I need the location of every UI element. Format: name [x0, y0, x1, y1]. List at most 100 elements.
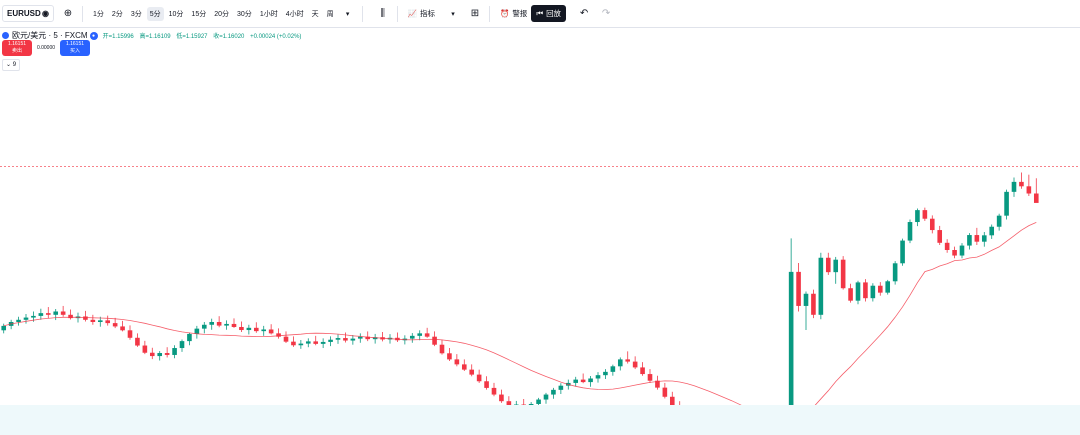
- legend-ohlc: 开=1.15996 高=1.16109 低=1.15927 收=1.16020 …: [103, 31, 306, 40]
- interval-option[interactable]: 天: [311, 10, 319, 18]
- candles-icon[interactable]: ⫼: [380, 8, 385, 19]
- candle: [922, 207, 928, 221]
- interval-option[interactable]: 15分: [191, 10, 207, 18]
- replay-button[interactable]: ⏮ 回放: [531, 5, 567, 22]
- alert-button[interactable]: ⏰ 警报: [496, 6, 531, 21]
- candle: [1011, 177, 1017, 197]
- candle-body: [915, 210, 920, 223]
- candle: [863, 279, 868, 302]
- interval-option[interactable]: 周: [326, 10, 334, 18]
- interval-option[interactable]: 1小时: [259, 10, 278, 18]
- candle: [855, 280, 861, 305]
- candle: [974, 227, 980, 246]
- candle: [1033, 178, 1039, 203]
- candles: [1, 172, 1039, 435]
- eye-icon[interactable]: ◉: [42, 9, 49, 18]
- sell-button[interactable]: 1.16151 卖出: [2, 40, 32, 56]
- redo-icon[interactable]: ↷: [601, 8, 611, 19]
- candle-body: [320, 341, 326, 344]
- candle-body: [1004, 191, 1009, 216]
- candle: [981, 232, 987, 247]
- candle-body: [194, 328, 200, 334]
- indicator-count: 9: [12, 62, 17, 68]
- candle-body: [343, 338, 348, 341]
- candle-body: [818, 257, 824, 315]
- candle: [395, 332, 400, 342]
- candle-body: [201, 324, 207, 329]
- candle-body: [357, 336, 363, 339]
- candle-body: [803, 293, 809, 306]
- indicator-collapse-toggle[interactable]: ⌄ 9: [2, 59, 21, 71]
- alarm-icon: ⏰: [499, 9, 510, 18]
- candle-body: [833, 259, 839, 273]
- candle-body: [239, 326, 244, 331]
- candle-body: [365, 336, 371, 340]
- candle: [929, 215, 935, 234]
- candle: [201, 322, 207, 334]
- candle: [595, 372, 601, 383]
- candle-body: [1026, 186, 1032, 194]
- candle: [833, 256, 839, 284]
- candle-body: [187, 333, 192, 342]
- interval-option[interactable]: 4小时: [285, 10, 304, 18]
- undo-icon[interactable]: ↶: [579, 8, 589, 19]
- candle: [142, 340, 148, 355]
- candle: [662, 382, 668, 399]
- candle-body: [268, 329, 274, 334]
- candle: [900, 238, 905, 266]
- candle-body: [885, 281, 891, 293]
- interval-option[interactable]: 20分: [214, 10, 230, 18]
- candle-body: [469, 369, 475, 375]
- candle: [313, 335, 319, 346]
- interval-option[interactable]: 30分: [237, 10, 252, 18]
- buy-button[interactable]: 1.16151 买入: [60, 40, 90, 56]
- legend-low: 低=1.15927: [176, 34, 208, 40]
- interval-option[interactable]: 3分: [130, 10, 142, 18]
- indicators-button[interactable]: 📈 指标: [404, 6, 439, 21]
- candle: [365, 331, 371, 342]
- candle: [283, 331, 289, 344]
- candle: [172, 345, 177, 359]
- candle: [610, 364, 616, 376]
- chevron-down-icon[interactable]: ▾: [451, 10, 455, 18]
- candle-body: [558, 385, 564, 390]
- candle-body: [632, 361, 638, 368]
- candle-body: [112, 323, 118, 327]
- templates-icon[interactable]: ⊞: [470, 8, 480, 19]
- plus-circle-icon[interactable]: ⊕: [63, 8, 73, 19]
- candle-body: [907, 222, 913, 241]
- candle: [350, 335, 356, 345]
- candle-body: [967, 235, 972, 246]
- buy-label: 买入: [69, 48, 80, 54]
- candle-body: [1033, 193, 1039, 203]
- candle-body: [640, 367, 645, 375]
- candle: [825, 252, 831, 275]
- candle-body: [253, 327, 259, 332]
- interval-option[interactable]: 1分: [93, 10, 104, 18]
- candle-body: [996, 215, 1002, 227]
- candle: [439, 339, 445, 355]
- chart-legend: 欧元/美元 · 5 · FXCM ● 开=1.15996 高=1.16109 低…: [2, 30, 305, 41]
- candle-body: [900, 240, 905, 264]
- candle-body: [647, 374, 653, 381]
- candle: [53, 308, 59, 321]
- candle-body: [16, 319, 21, 322]
- candle-body: [543, 394, 549, 400]
- candle: [1019, 172, 1024, 189]
- interval-option[interactable]: 10分: [168, 10, 184, 18]
- candle: [543, 392, 549, 404]
- candle-body: [409, 335, 415, 339]
- interval-option[interactable]: 2分: [111, 10, 123, 18]
- alert-label: 警报: [512, 9, 528, 18]
- spread-value: 0.00000: [36, 45, 56, 51]
- candle: [372, 333, 378, 344]
- candle: [261, 325, 267, 336]
- interval-option[interactable]: 5分: [146, 6, 164, 21]
- chevron-down-icon[interactable]: ▾: [345, 10, 350, 18]
- candle-body: [937, 230, 943, 243]
- symbol-search-button[interactable]: EURUSD ◉: [2, 5, 54, 22]
- candle: [216, 316, 222, 328]
- candle: [647, 369, 653, 383]
- candle: [632, 356, 638, 370]
